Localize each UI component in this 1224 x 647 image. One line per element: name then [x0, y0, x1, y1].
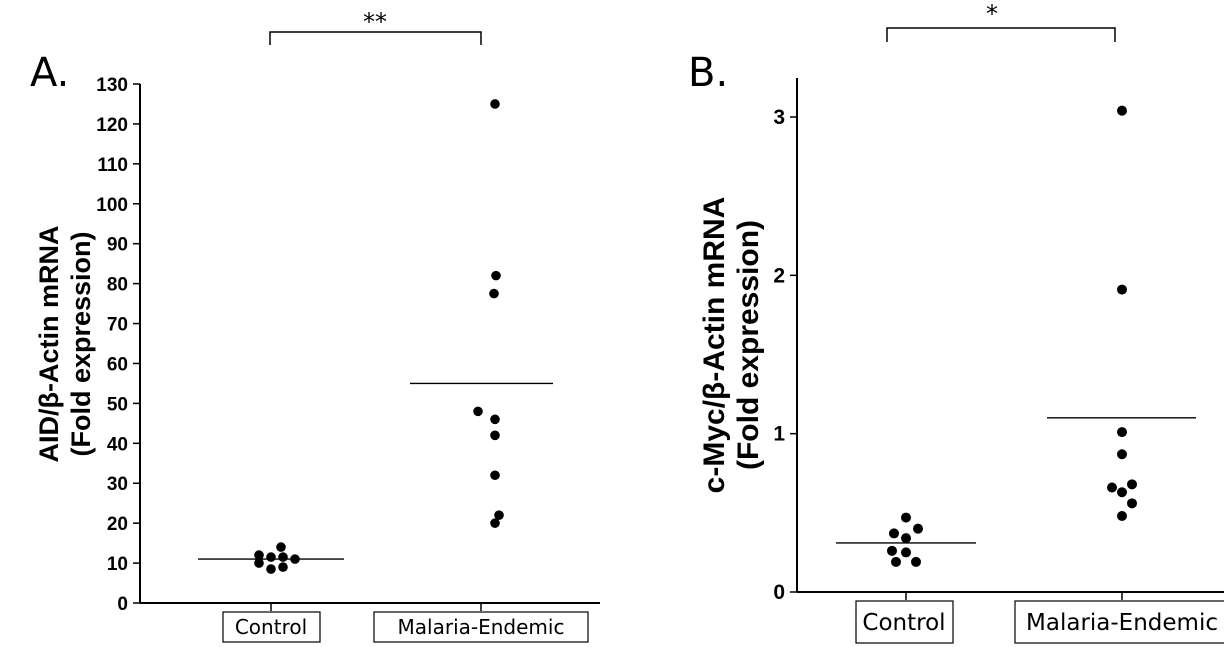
panel-a-y-tick-label: 0 [117, 594, 128, 615]
panel-a-data-point [490, 518, 500, 528]
panel-a-means [198, 382, 553, 560]
panel-b-data-point [1117, 105, 1127, 116]
panel-b-data-point [1127, 498, 1137, 509]
panel-a-y-tick-label: 50 [107, 394, 128, 415]
panel-a-data-point [494, 510, 504, 520]
panel-b-data-point [901, 533, 911, 544]
panel-b-ylabel-line2: (Fold expression) [732, 220, 765, 470]
panel-a-data-point [276, 542, 286, 552]
panel-b-data-point [891, 556, 901, 567]
panel-a-data-point [490, 470, 500, 481]
panel-a-category-box [222, 611, 321, 643]
panel-a-y-ticks: 0 10 20 30 40 50 60 70 80 90 100 110 120 130 [96, 75, 140, 615]
panel-a-data-point [254, 550, 264, 560]
panel-a-data-point [254, 558, 264, 568]
panel-b-data-point [901, 512, 911, 523]
panel-b-y-tick-label: 1 [773, 423, 785, 446]
panel-b-ylabel-line1: c-Myc/β-Actin mRNA [698, 197, 731, 494]
panel-b-significance-stars: * [986, 0, 998, 28]
panel-a: A. AID/β-Actin mRNA (Fold expression) 0 1… [30, 8, 600, 643]
panel-a-data-point [278, 552, 288, 562]
panel-a-y-tick-label: 20 [107, 514, 128, 535]
panel-a-data-point [266, 552, 276, 562]
panel-a-data-point [490, 414, 500, 425]
panel-a-y-tick-label: 120 [96, 115, 128, 136]
panel-b: B. c-Myc/β-Actin mRNA (Fold expression) … [688, 0, 1224, 644]
panel-a-ylabel-line2: (Fold expression) [66, 231, 96, 456]
panel-a-y-tick-label: 90 [107, 235, 128, 256]
panel-b-data-point [911, 556, 921, 567]
panel-a-y-tick-label: 10 [107, 554, 128, 575]
panel-b-data-point [1117, 427, 1127, 438]
panel-a-label: A. [30, 50, 69, 96]
panel-b-y-tick-label: 2 [773, 264, 785, 287]
panel-a-data-point [490, 99, 500, 109]
panel-a-data-point [473, 406, 483, 417]
panel-b-points [887, 105, 1137, 567]
panel-a-ylabel-line1: AID/β-Actin mRNA [34, 226, 64, 463]
panel-a-significance: ** [269, 8, 482, 45]
panel-b-category-box [1014, 600, 1224, 644]
panel-b-data-point [887, 545, 897, 556]
panel-a-significance-bracket [269, 31, 482, 45]
panel-a-y-tick-label: 60 [107, 354, 128, 375]
panel-a-data-point [278, 562, 288, 572]
panel-b-data-point [1117, 511, 1127, 521]
panel-b-y-ticks: 0 1 2 3 [773, 106, 797, 604]
panel-b-category-endemic: Malaria-Endemic [1014, 600, 1224, 644]
panel-b-data-point [889, 528, 899, 539]
panel-b-category-label: Malaria-Endemic [1026, 610, 1218, 636]
panel-b-means [836, 417, 1196, 544]
panel-b-axes [796, 78, 1224, 600]
panel-a-significance-stars: ** [363, 8, 387, 36]
panel-a-y-tick-label: 110 [97, 155, 128, 176]
panel-a-y-tick-label: 100 [96, 195, 128, 216]
panel-b-data-point [1117, 487, 1127, 498]
panel-b-data-point [901, 547, 911, 558]
panel-a-y-tick-label: 130 [96, 75, 128, 96]
panel-a-category-label: Malaria-Endemic [398, 615, 565, 639]
panel-a-axes [139, 84, 600, 611]
panel-a-y-tick-label: 40 [107, 434, 128, 455]
panel-a-y-tick-label: 30 [107, 474, 128, 495]
panel-a-y-tick-label: 70 [107, 315, 128, 336]
panel-b-data-point [1107, 482, 1117, 493]
panel-b-data-point [1117, 449, 1127, 460]
panel-b-category-control: Control [855, 600, 954, 644]
panel-a-category-label: Control [235, 615, 307, 639]
panel-b-category-box [855, 600, 954, 644]
panel-a-points [254, 99, 504, 574]
panel-b-significance: * [886, 0, 1116, 42]
panel-a-category-box [373, 611, 589, 643]
panel-a-category-control: Control [222, 611, 321, 643]
panel-b-data-point [913, 523, 923, 534]
panel-a-y-tick-label: 80 [107, 275, 128, 296]
panel-b-category-label: Control [862, 610, 945, 636]
panel-b-data-point [1117, 284, 1127, 295]
panel-b-data-point [1127, 479, 1137, 490]
panel-a-data-point [489, 288, 499, 299]
panel-b-y-tick-label: 3 [773, 106, 785, 129]
panel-a-category-endemic: Malaria-Endemic [373, 611, 589, 643]
panel-a-data-point [266, 564, 276, 574]
panel-a-data-point [490, 430, 500, 441]
panel-b-label: B. [688, 50, 728, 96]
panel-b-y-tick-label: 0 [773, 581, 785, 604]
panel-a-data-point [491, 270, 501, 281]
panel-b-significance-bracket [886, 27, 1116, 42]
